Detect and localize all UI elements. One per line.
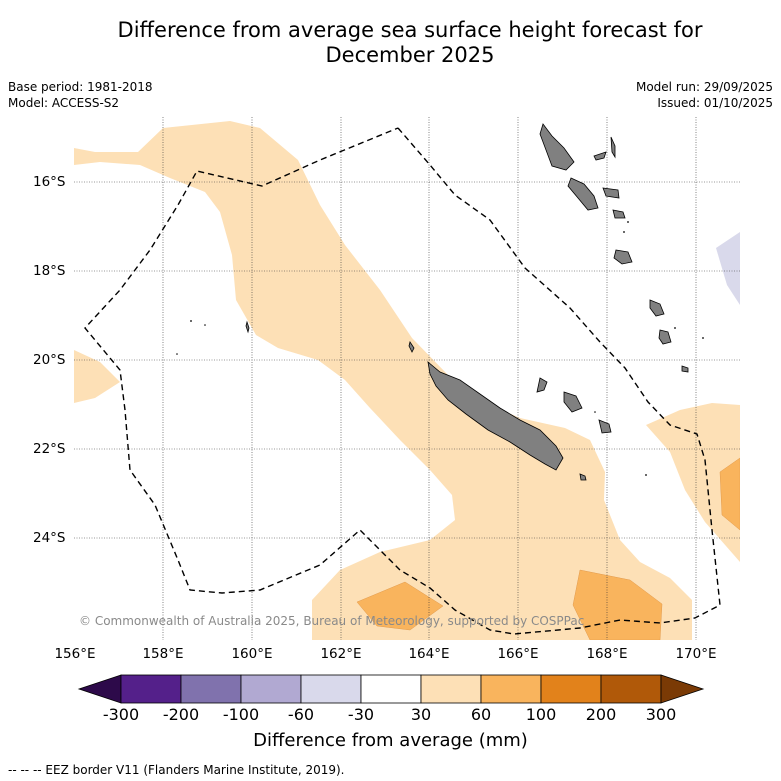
colorbar <box>77 674 705 704</box>
vanuatu-tanna <box>658 329 672 345</box>
model-run: Model run: 29/09/2025 <box>635 80 773 94</box>
lon-label-158e: 158°E <box>142 646 184 662</box>
colorbar-label: Difference from average (mm) <box>253 730 528 751</box>
vanuatu-erromango <box>649 299 665 317</box>
anomaly-region-60-100-b <box>572 569 663 640</box>
base-period: Base period: 1981-2018 <box>8 80 153 94</box>
lon-label-160e: 160°E <box>231 646 273 662</box>
colorbar-swatch-3 <box>240 674 302 704</box>
colorbar-swatch-4 <box>300 674 362 704</box>
colorbar-tick-3: -100 <box>222 705 260 724</box>
lon-label-166e: 166°E <box>497 646 539 662</box>
anomaly-region-neg-30-60 <box>716 232 740 305</box>
colorbar-swatch-1 <box>120 674 182 704</box>
lon-label-156e: 156°E <box>54 646 96 662</box>
colorbar-swatch-6 <box>420 674 482 704</box>
anomaly-region-30-60-east <box>646 403 740 562</box>
colorbar-tick-9: 200 <box>585 705 617 724</box>
anomaly-region-60-100-a <box>356 581 444 631</box>
vanuatu-ambrym <box>602 187 620 199</box>
loyalty-mare <box>598 419 612 434</box>
colorbar-swatch-5 <box>360 674 422 704</box>
lon-label-168e: 168°E <box>586 646 628 662</box>
map-title: Difference from average sea surface heig… <box>60 18 760 68</box>
colorbar-tick-7: 60 <box>470 705 492 724</box>
issued-date: Issued: 01/10/2025 <box>657 96 773 110</box>
vanuatu-ambae <box>593 151 607 161</box>
anomaly-region-30-60-main <box>74 121 692 640</box>
lat-label-22s: 22°S <box>33 441 66 457</box>
lat-label-24s: 24°S <box>33 530 66 546</box>
colorbar-tick-5: -30 <box>347 705 375 724</box>
belep-islet <box>408 341 415 353</box>
title-line-1: Difference from average sea surface heig… <box>117 18 703 42</box>
map-area <box>74 117 740 640</box>
colorbar-tick-2: -200 <box>162 705 200 724</box>
colorbar-swatch-9 <box>600 674 662 704</box>
eez-border <box>84 127 721 635</box>
eez-legend-note: -- -- -- EEZ border V11 (Flanders Marine… <box>8 763 345 777</box>
vanuatu-epi <box>612 209 626 219</box>
land <box>245 123 689 481</box>
colorbar-extension-high <box>660 674 705 704</box>
loyalty-ouvea <box>536 377 548 393</box>
anomaly-region-60-100-c <box>719 457 740 531</box>
colorbar-tick-6: 30 <box>410 705 432 724</box>
lat-label-16s: 16°S <box>33 174 66 190</box>
chesterfield-islet <box>245 320 250 334</box>
lon-label-162e: 162°E <box>320 646 362 662</box>
vanuatu-malekula <box>567 177 599 211</box>
colorbar-swatch-2 <box>180 674 242 704</box>
lon-label-170e: 170°E <box>675 646 717 662</box>
colorbar-tick-8: 100 <box>525 705 557 724</box>
small-islets <box>176 221 704 476</box>
colorbar-swatch-8 <box>540 674 602 704</box>
model-name: Model: ACCESS-S2 <box>8 96 120 110</box>
loyalty-lifou <box>563 391 583 413</box>
new-caledonia-mainland <box>427 361 564 471</box>
colorbar-extension-low <box>77 674 122 704</box>
colorbar-tick-1: -300 <box>102 705 140 724</box>
vanuatu-pentecost <box>610 136 616 159</box>
vanuatu-espiritu-santo <box>539 123 575 171</box>
isle-of-pines <box>579 473 587 481</box>
meta-left: Base period: 1981-2018 Model: ACCESS-S2 <box>8 79 153 111</box>
colorbar-tick-10: 300 <box>645 705 677 724</box>
colorbar-tick-4: -60 <box>287 705 315 724</box>
vanuatu-efate <box>613 249 633 265</box>
meta-right: Model run: 29/09/2025 Issued: 01/10/2025 <box>636 79 773 111</box>
aneityum-islet <box>681 365 689 373</box>
title-line-2: December 2025 <box>325 43 495 67</box>
copyright-notice: © Commonwealth of Australia 2025, Bureau… <box>79 614 585 628</box>
lat-label-20s: 20°S <box>33 352 66 368</box>
colorbar-swatch-7 <box>480 674 542 704</box>
anomaly-region-30-60-west <box>74 350 120 403</box>
lat-label-18s: 18°S <box>33 263 66 279</box>
graticule <box>74 117 740 640</box>
lon-label-164e: 164°E <box>408 646 450 662</box>
